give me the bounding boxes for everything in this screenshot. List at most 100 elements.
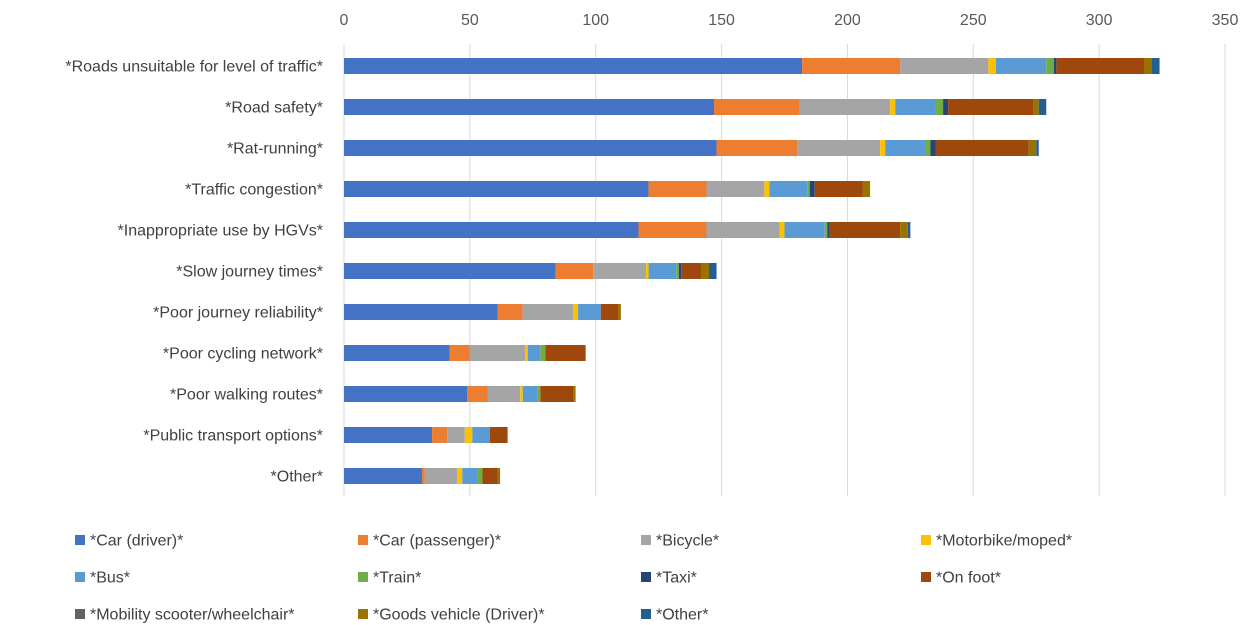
bar-segment [600,304,619,320]
bar-segment [344,427,433,443]
bar-segment [797,140,881,156]
bar-segment [497,304,523,320]
bar-segment [344,140,717,156]
bar-segment [618,304,621,320]
bar-segment [895,99,936,115]
bar-segment [988,58,996,74]
bar-segment [638,222,707,238]
bar-segment [1033,99,1039,115]
bar-segment [799,99,891,115]
category-label: *Public transport options* [143,428,323,445]
bar-segment [545,345,586,361]
bar-segment [646,263,649,279]
legend-label: *Goods vehicle (Driver)* [373,607,545,624]
category-labels: *Roads unsuitable for level of traffic* *… [65,59,323,486]
bar-segment [593,263,647,279]
bar-segment [525,345,528,361]
bar-segment [943,99,949,115]
bar-segment [344,304,498,320]
bar-segment [344,222,639,238]
legend-swatch [358,609,368,619]
category-label: *Roads unsuitable for level of traffic* [65,59,323,76]
bar-segment [540,386,574,402]
bar-segment [520,386,523,402]
x-axis-ticks: 0 50 100 150 200 250 300 350 [340,12,1239,29]
bar-segment [907,222,911,238]
bar-segment [578,304,601,320]
bar-segment [935,99,944,115]
bar-segment [344,58,803,74]
bar-segment [457,468,463,484]
bar-segment [489,427,508,443]
bar-segment [708,263,717,279]
bar-segment [824,222,828,238]
bar-segment [701,263,709,279]
bar-segment [648,181,707,197]
bar-segment [925,140,931,156]
legend-swatch [641,609,651,619]
legend-label: *Mobility scooter/wheelchair* [90,607,295,624]
category-label: *Poor journey reliability* [153,305,323,322]
legend-label: *Train* [373,570,421,587]
legend: *Car (driver)* *Car (passenger)* *Bicycle*… [75,533,1072,624]
x-tick-label: 0 [340,12,349,29]
bar-segment [462,468,478,484]
bar-segment [487,386,521,402]
bar-segment [422,468,425,484]
bar-segment [900,222,908,238]
category-label: *Slow journey times* [176,264,323,281]
bar-segment [784,222,825,238]
legend-swatch [75,535,85,545]
legend-label: *On foot* [936,570,1001,587]
bar-segment [424,468,458,484]
legend-swatch [921,572,931,582]
bar-segment [885,140,926,156]
bar-segment [527,345,541,361]
bar-segment [706,222,780,238]
bar-segment [880,140,886,156]
legend-label: *Motorbike/moped* [936,533,1072,550]
bar-segment [676,263,679,279]
bar-segment [900,58,989,74]
bar-segment [344,468,423,484]
legend-label: *Taxi* [656,570,697,587]
bar-segment [678,263,682,279]
x-tick-label: 300 [1086,12,1113,29]
legend-swatch [921,535,931,545]
x-tick-label: 150 [708,12,735,29]
x-tick-label: 200 [834,12,861,29]
bar-segment [714,99,800,115]
bar-segment [807,181,810,197]
bar-segment [344,99,715,115]
bar-segment [862,181,871,197]
legend-label: *Other* [656,607,708,624]
bar-segment [540,345,546,361]
bar-segment [779,222,785,238]
x-tick-label: 250 [960,12,987,29]
legend-label: *Bicycle* [656,533,719,550]
x-tick-label: 350 [1212,12,1239,29]
bar-segment [522,304,574,320]
category-label: *Traffic congestion* [185,182,323,199]
bar-segment [472,427,490,443]
x-tick-label: 100 [582,12,609,29]
bar-segment [537,386,541,402]
bar-segment [464,427,473,443]
bar-segment [706,181,765,197]
bar-segment [814,181,863,197]
bar-segment [432,427,448,443]
category-label: *Road safety* [225,100,323,117]
bar-segment [1053,58,1057,74]
bar-segment [1144,58,1153,74]
bar-segment [344,345,450,361]
bar-segment [1038,99,1047,115]
legend-swatch [75,572,85,582]
bar-segment [809,181,815,197]
bar-segment [769,181,808,197]
category-label: *Poor walking routes* [170,387,323,404]
x-tick-label: 50 [461,12,479,29]
bar-segment [802,58,901,74]
bar-segment [344,386,468,402]
bar-segment [447,427,465,443]
bar-segment [1152,58,1160,74]
